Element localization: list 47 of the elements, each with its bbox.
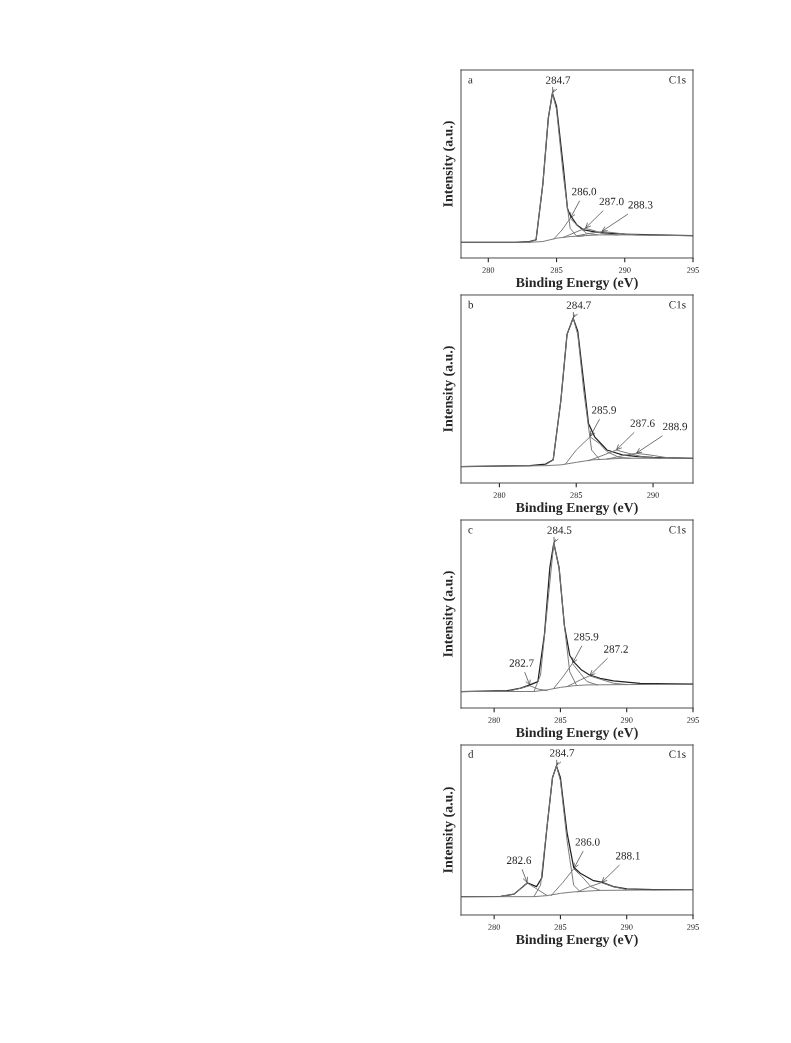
- text: C1s: [669, 525, 686, 534]
- x-tick-label: 290: [620, 924, 633, 930]
- x-axis-title: Binding Energy (eV): [515, 727, 638, 741]
- text: c: [468, 528, 473, 534]
- annotation: 282.7: [509, 659, 534, 667]
- annotation: 285.9: [574, 632, 599, 641]
- text: C1s: [669, 300, 686, 309]
- x-tick-label: 285: [550, 267, 563, 273]
- x-tick-label: 290: [620, 717, 633, 723]
- y-axis-title: Intensity (a.u.): [442, 346, 456, 432]
- annotation: 284.7: [545, 76, 571, 84]
- x-tick-label: 290: [647, 492, 659, 498]
- text: b: [467, 300, 474, 309]
- x-tick-label: 280: [493, 492, 506, 498]
- annotation: 284.7: [549, 749, 575, 757]
- x-tick-label: 290: [618, 267, 631, 273]
- text: d: [468, 750, 474, 758]
- text: a: [468, 78, 473, 84]
- x-tick-label: 295: [687, 924, 699, 930]
- text: C1s: [669, 750, 686, 758]
- x-tick-label: 285: [554, 924, 567, 930]
- annotation: 282.6: [506, 856, 532, 865]
- annotation: 285.9: [591, 406, 616, 414]
- annotation: 286.0: [575, 838, 600, 846]
- annotation: 287.2: [603, 645, 628, 653]
- annotation: 287.6: [630, 419, 655, 427]
- annotation: 286.0: [572, 187, 597, 196]
- annotation: 287.0: [599, 197, 624, 206]
- x-axis-title: Binding Energy (eV): [515, 277, 638, 291]
- x-tick-label: 280: [488, 717, 501, 723]
- annotation: 288.1: [615, 852, 640, 860]
- annotation: 284.5: [547, 526, 572, 534]
- annotation: 288.9: [663, 422, 688, 431]
- x-tick-label: 285: [570, 492, 583, 498]
- y-axis-title: Intensity (a.u.): [442, 571, 456, 657]
- annotation: 284.7: [566, 301, 591, 309]
- x-axis-title: Binding Energy (eV): [515, 934, 638, 948]
- x-tick-label: 280: [488, 924, 501, 930]
- y-axis-title: Intensity (a.u.): [442, 787, 456, 873]
- annotation: 288.3: [628, 201, 653, 209]
- x-tick-label: 295: [687, 267, 699, 273]
- y-axis-title: Intensity (a.u.): [442, 121, 456, 207]
- x-tick-label: 280: [482, 267, 495, 273]
- x-tick-label: 295: [687, 717, 699, 723]
- x-axis-title: Binding Energy (eV): [515, 502, 638, 516]
- text: C1s: [669, 75, 686, 84]
- x-tick-label: 285: [554, 717, 567, 723]
